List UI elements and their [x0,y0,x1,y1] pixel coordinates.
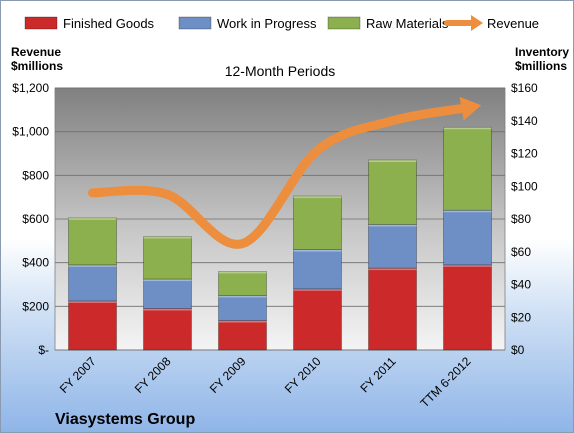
right-tick-label: $40 [511,278,531,292]
bar-highlight [443,127,492,130]
bar-highlight [368,224,417,227]
bar-work-in-progress [143,278,192,309]
bar-highlight [143,236,192,239]
legend-label: Raw Materials [366,16,449,31]
left-axis-title: Revenue [11,45,61,59]
right-tick-label: $120 [511,147,538,161]
x-tick-label: FY 2007 [57,354,99,396]
bar-highlight [218,295,267,298]
bar-highlight [143,279,192,282]
bar-highlight [293,196,342,199]
left-tick-label: $1,000 [12,125,49,139]
legend-swatch [327,16,361,30]
left-axis-title-unit: $millions [11,59,63,73]
bar-highlight [68,217,117,220]
bar-finished-goods [443,264,492,351]
bar-raw-materials [218,270,267,296]
right-axis-title-unit: $millions [515,59,567,73]
x-tick-label: FY 2011 [357,354,398,395]
right-tick-label: $20 [511,310,531,324]
bar-finished-goods [143,308,192,351]
bar-highlight [218,271,267,274]
bar-highlight [143,308,192,311]
bar-highlight [68,300,117,303]
bar-work-in-progress [368,224,417,269]
bar-finished-goods [218,320,267,351]
bar-highlight [368,160,417,163]
bar-work-in-progress [293,249,342,290]
left-tick-label: $400 [22,256,49,270]
bar-raw-materials [443,126,492,211]
x-tick-label: FY 2008 [132,354,174,396]
bar-work-in-progress [68,264,117,302]
left-tick-label: $200 [22,299,49,313]
revenue-line [88,103,472,249]
bar-highlight [218,320,267,323]
bar-highlight [68,264,117,267]
legend-swatch [24,16,58,30]
company-name: Viasystems Group [55,411,195,428]
left-tick-label: $1,200 [12,81,49,95]
legend-label: Revenue [487,16,539,31]
bar-finished-goods [293,288,342,351]
right-tick-label: $100 [511,179,538,193]
legend-label: Finished Goods [63,16,155,31]
legend-label: Work in Progress [217,16,317,31]
bar-raw-materials [293,195,342,250]
right-tick-label: $0 [511,343,525,357]
bar-raw-materials [143,236,192,280]
revenue-arrowhead [459,96,482,121]
right-tick-label: $160 [511,81,538,95]
bar-work-in-progress [218,295,267,321]
bar-raw-materials [68,217,117,266]
right-axis-title: Inventory [515,45,569,59]
right-tick-label: $60 [511,245,531,259]
bar-highlight [293,288,342,291]
right-tick-label: $80 [511,212,531,226]
bar-work-in-progress [443,209,492,266]
left-tick-label: $600 [22,212,49,226]
right-tick-label: $140 [511,114,538,128]
bar-highlight [293,249,342,252]
x-tick-label: FY 2010 [282,354,324,396]
bar-finished-goods [368,267,417,351]
legend-revenue-arrowhead [471,15,483,31]
left-tick-label: $800 [22,168,49,182]
x-tick-label: FY 2009 [207,354,249,396]
bar-finished-goods [68,300,117,351]
bar-highlight [443,210,492,213]
bar-highlight [443,264,492,267]
x-tick-label: TTM 6-2012 [418,354,474,410]
bar-raw-materials [368,159,417,225]
chart-subtitle: 12-Month Periods [225,63,336,79]
bar-highlight [368,268,417,271]
left-tick-label: $- [38,343,49,357]
legend-swatch [178,16,212,30]
